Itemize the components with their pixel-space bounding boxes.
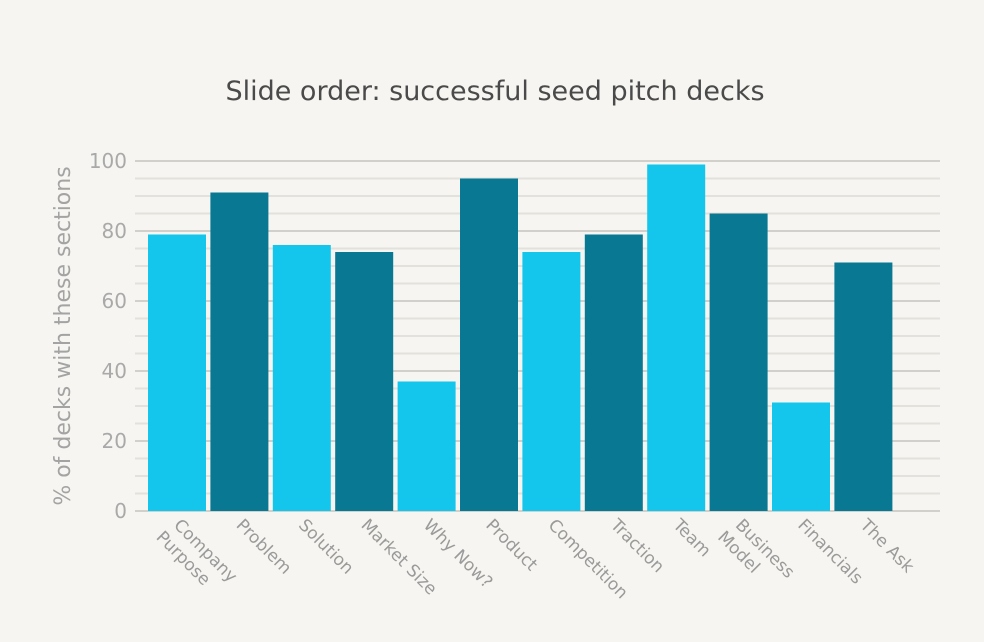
x-tick-label-line: Solution [294, 515, 357, 578]
y-tick-label: 60 [102, 289, 127, 313]
x-tick-label-line: Financials [793, 515, 866, 588]
x-tick-label: The Ask [855, 515, 918, 578]
chart-title: Slide order: successful seed pitch decks [225, 76, 764, 107]
y-tick-label: 0 [114, 499, 127, 523]
y-tick-label: 80 [102, 219, 127, 243]
bar [772, 402, 830, 511]
bar [148, 234, 206, 511]
x-tick-label-line: Problem [232, 515, 295, 578]
bar [460, 178, 518, 511]
x-tick-label: Team [668, 515, 715, 562]
bar [272, 245, 331, 511]
y-tick-label: 20 [102, 429, 127, 453]
y-axis-label: % of decks with these sections [51, 166, 76, 505]
bar [335, 252, 394, 511]
bar [647, 164, 706, 511]
x-tick-label: Problem [232, 515, 295, 578]
bar [522, 252, 581, 511]
bar [210, 192, 269, 511]
x-tick-label: Solution [294, 515, 357, 578]
x-tick-label-line: Product [481, 515, 541, 575]
y-tick-label: 40 [102, 359, 127, 383]
bar [834, 262, 893, 511]
x-tick-label-line: The Ask [855, 515, 918, 578]
x-tick-label-line: Traction [606, 515, 668, 577]
x-tick-label-line: Team [668, 515, 715, 562]
y-tick-label: 100 [89, 149, 127, 173]
x-tick-label: Financials [793, 515, 866, 588]
x-tick-label: Traction [606, 515, 668, 577]
bar [584, 234, 643, 511]
bar [709, 213, 768, 511]
bar [397, 381, 456, 511]
x-tick-label: Product [481, 515, 541, 575]
